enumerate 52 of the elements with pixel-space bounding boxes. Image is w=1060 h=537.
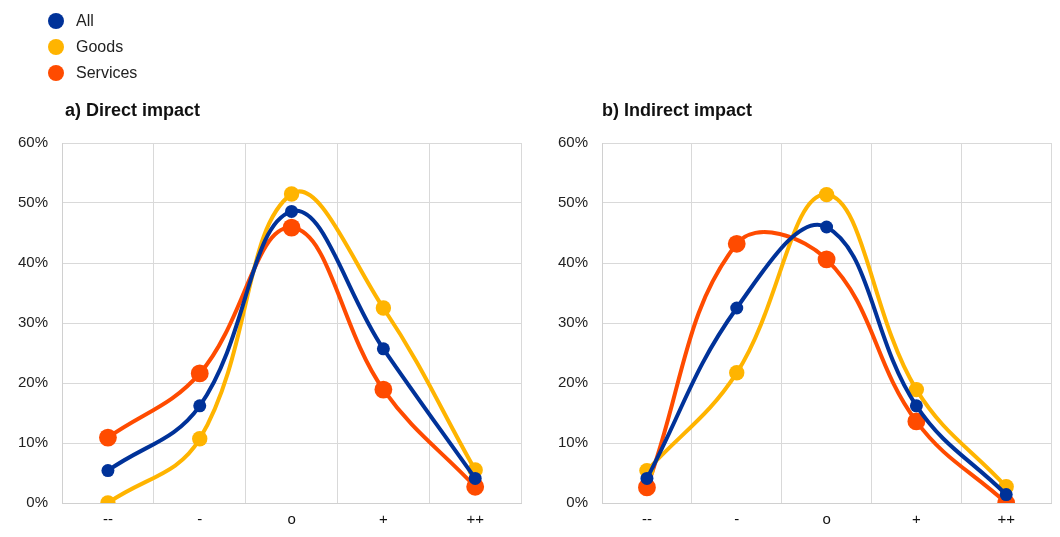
chart-title: b) Indirect impact xyxy=(602,100,753,121)
x-tick-label: + xyxy=(378,510,388,528)
point xyxy=(375,300,392,316)
x-tick-label: -- xyxy=(102,510,113,528)
y-tick-label: 0% xyxy=(26,493,49,511)
point xyxy=(192,431,208,447)
point xyxy=(468,471,482,485)
legend-label: Goods xyxy=(76,38,124,56)
point xyxy=(908,381,925,398)
point xyxy=(818,186,835,203)
point xyxy=(730,301,744,315)
y-tick-label: 50% xyxy=(557,193,589,211)
point xyxy=(285,204,299,218)
y-tick-label: 60% xyxy=(557,133,589,151)
y-tick-label: 20% xyxy=(557,373,589,391)
y-tick-label: 30% xyxy=(17,313,49,331)
x-tick-label: -- xyxy=(641,510,652,528)
point xyxy=(729,365,745,381)
x-tick-label: o xyxy=(822,510,831,528)
point xyxy=(640,471,654,485)
y-tick-label: 40% xyxy=(557,253,589,271)
point xyxy=(999,488,1013,502)
point xyxy=(727,234,746,253)
y-tick-label: 20% xyxy=(17,373,49,391)
point xyxy=(282,218,301,237)
x-tick-label: - xyxy=(197,510,203,528)
x-tick-label: - xyxy=(734,510,740,528)
x-tick-label: o xyxy=(287,510,296,528)
y-tick-label: 0% xyxy=(566,493,589,511)
point xyxy=(376,342,390,356)
y-tick-label: 30% xyxy=(557,313,589,331)
point xyxy=(193,399,207,413)
legend-label: Services xyxy=(76,64,138,82)
point xyxy=(374,380,393,399)
point xyxy=(283,186,300,202)
y-tick-label: 10% xyxy=(557,433,589,451)
point xyxy=(907,412,926,431)
legend-label: All xyxy=(76,12,94,30)
y-tick-label: 60% xyxy=(17,133,49,151)
x-tick-label: ++ xyxy=(466,510,485,528)
y-tick-label: 10% xyxy=(17,433,49,451)
point xyxy=(101,464,115,478)
x-tick-label: ++ xyxy=(997,510,1016,528)
chart-title: a) Direct impact xyxy=(65,100,201,121)
point xyxy=(817,250,836,269)
point xyxy=(190,364,209,383)
point xyxy=(99,428,117,447)
y-tick-label: 40% xyxy=(17,253,49,271)
x-tick-label: + xyxy=(911,510,921,528)
point xyxy=(909,399,923,413)
point xyxy=(820,220,834,234)
y-tick-label: 50% xyxy=(17,193,49,211)
